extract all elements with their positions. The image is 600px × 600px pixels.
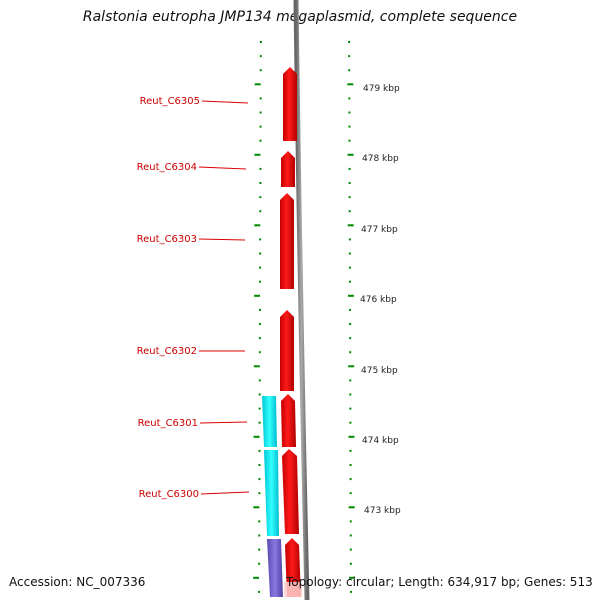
tick-label-473: 473 kbp [364, 506, 401, 516]
tick-label-477: 477 kbp [361, 225, 398, 235]
backbone-arc [293, 0, 310, 600]
gene-labels: Reut_C6305 Reut_C6304 Reut_C6303 Reut_C6… [137, 96, 250, 500]
leader-line [199, 421, 248, 424]
tick-label-479: 479 kbp [363, 84, 400, 94]
tick-label-475: 475 kbp [361, 366, 398, 376]
gene-arrow-reut-c6304[interactable] [281, 151, 295, 187]
gene-label-reut-c6302[interactable]: Reut_C6302 [137, 346, 197, 357]
gene-label-reut-c6301[interactable]: Reut_C6301 [138, 418, 198, 429]
gene-arrow-reut-c6300[interactable] [282, 449, 299, 534]
gene-arrow-reut-c6303[interactable] [280, 193, 294, 289]
map-title: Ralstonia eutropha JMP134 megaplasmid, c… [82, 9, 518, 25]
forward-strand-genes [280, 67, 302, 597]
gene-arrow-reut-c6302[interactable] [280, 310, 294, 391]
accession-text: Accession: NC_007336 [9, 575, 146, 589]
ruler-inner [253, 41, 262, 593]
leader-line [200, 491, 250, 495]
ruler-outer [347, 41, 355, 593]
leader-line [201, 100, 249, 104]
tick-label-474: 474 kbp [362, 436, 399, 446]
gene-arrow-reut-c6301[interactable] [281, 394, 296, 447]
reverse-gene-purple[interactable] [267, 539, 283, 597]
gene-label-reut-c6304[interactable]: Reut_C6304 [137, 162, 197, 173]
gene-arrow-reut-c6305[interactable] [283, 67, 297, 141]
gene-overlap-shade [284, 582, 302, 597]
tick-label-476: 476 kbp [360, 295, 397, 305]
gene-label-reut-c6305[interactable]: Reut_C6305 [140, 96, 200, 107]
gene-label-reut-c6300[interactable]: Reut_C6300 [139, 489, 199, 500]
leader-line [198, 238, 246, 241]
scale-labels: 479 kbp 478 kbp 477 kbp 476 kbp 475 kbp … [360, 84, 401, 516]
tick-label-478: 478 kbp [362, 154, 399, 164]
gene-label-reut-c6303[interactable]: Reut_C6303 [137, 234, 197, 245]
reverse-gene-cyan-1[interactable] [262, 396, 277, 447]
leader-line [198, 166, 247, 170]
reverse-strand-genes [262, 396, 283, 597]
reverse-gene-cyan-2[interactable] [264, 450, 279, 536]
topology-text: Topology: circular; Length: 634,917 bp; … [286, 575, 593, 589]
